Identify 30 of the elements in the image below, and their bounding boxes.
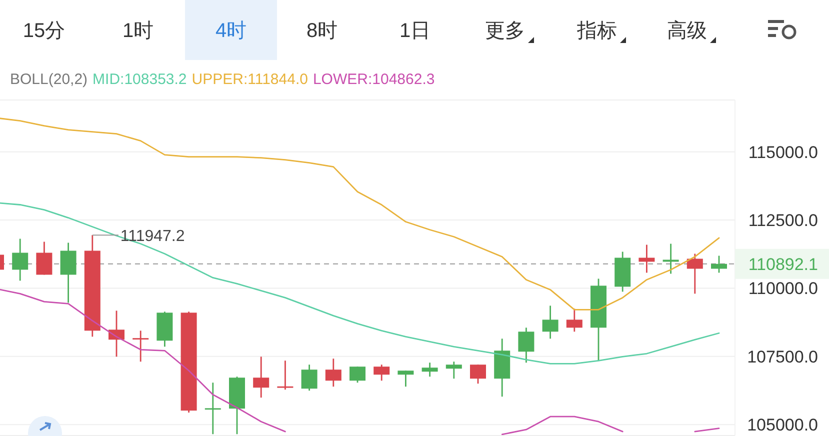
candlestick xyxy=(566,308,582,332)
tab-bar: 15分 1时 4时 8时 1日 更多 指标 高级 xyxy=(22,0,716,60)
candlestick xyxy=(350,366,366,384)
candlestick xyxy=(686,253,703,294)
candlestick xyxy=(662,243,679,274)
candlestick xyxy=(398,370,414,388)
candlestick xyxy=(518,326,534,364)
candlestick xyxy=(374,364,390,382)
candlestick xyxy=(422,362,438,378)
candlestick xyxy=(12,238,28,282)
candlestick xyxy=(301,364,318,392)
legend: BOLL(20,2) MID:108353.2 UPPER:111844.0 LOWER:104862.3 xyxy=(10,71,435,88)
candlestick xyxy=(36,241,52,276)
candlestick xyxy=(325,358,342,388)
y-tick-label: 112500.0 xyxy=(748,211,818,230)
candlestick xyxy=(446,360,462,380)
candlestick xyxy=(470,364,486,384)
y-tick-label: 115000.0 xyxy=(748,142,818,162)
candlestick xyxy=(542,304,558,340)
candlestick xyxy=(132,330,149,362)
y-tick-label: 110000.0 xyxy=(748,279,818,298)
candlestick xyxy=(638,244,655,274)
candlestick xyxy=(711,255,727,274)
ref-line-label: 110892.1 xyxy=(748,254,818,274)
candlestick xyxy=(277,360,294,390)
y-tick-label: 105000.0 xyxy=(747,416,818,435)
candlestick xyxy=(204,382,221,435)
y-tick-label: 107500.0 xyxy=(747,347,818,366)
annotation: 111947.2 xyxy=(120,228,185,246)
candlestick xyxy=(253,356,270,398)
